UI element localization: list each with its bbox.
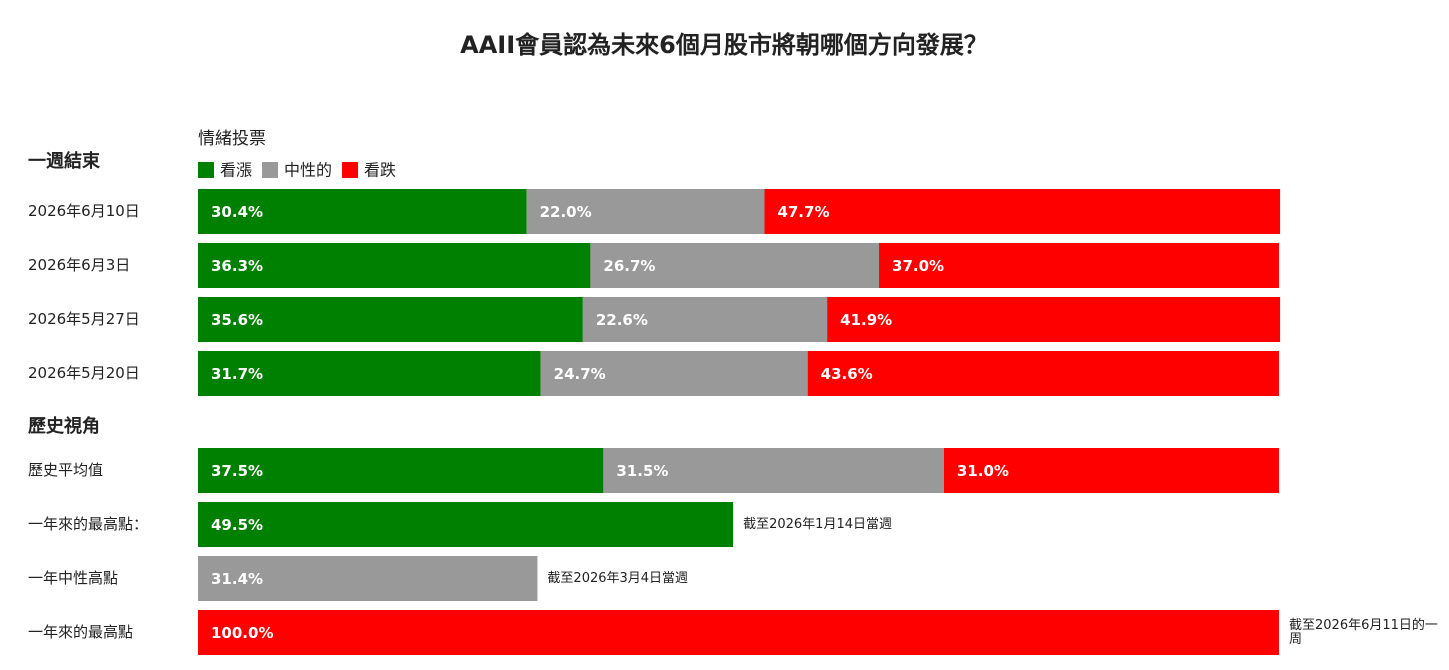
value-label: 37.5% <box>211 462 263 480</box>
value-label: 31.4% <box>211 570 263 588</box>
section-label: 一週結束 <box>28 150 101 172</box>
legend-swatch <box>262 162 279 178</box>
bar-segment <box>198 556 538 601</box>
bar-segment <box>827 297 1281 342</box>
bar-segment <box>198 610 1279 655</box>
value-label: 22.6% <box>596 311 648 329</box>
legend-swatch <box>198 162 214 178</box>
section-label: 歷史視角 <box>28 415 100 437</box>
row-label: 一年來的最高點： <box>28 515 148 533</box>
legend-title: 情緒投票 <box>198 129 266 149</box>
note: 截至2026年6月11日的一周 <box>1289 617 1438 647</box>
bar-segment <box>807 351 1279 396</box>
row-label: 2026年6月3日 <box>28 256 130 274</box>
bar-segment <box>879 243 1279 288</box>
value-label: 30.4% <box>211 203 263 221</box>
row-label: 一年中性高點 <box>28 569 118 587</box>
bar-segment <box>198 189 527 234</box>
value-label: 41.9% <box>840 311 892 329</box>
bar-segment <box>198 243 591 288</box>
bar-segment <box>590 243 880 288</box>
bar-segment <box>526 189 765 234</box>
bar-segment <box>198 351 541 396</box>
note: 截至2026年3月4日當週 <box>547 570 689 586</box>
bar-segment <box>198 502 734 547</box>
value-label: 36.3% <box>211 257 263 275</box>
legend-label: 看跌 <box>364 161 396 180</box>
value-label: 100.0% <box>211 624 273 642</box>
bar-segment <box>943 448 1279 493</box>
row-label: 2026年5月20日 <box>28 364 140 382</box>
row-label: 一年來的最高點 <box>28 623 133 641</box>
bar-segment <box>582 297 828 342</box>
value-label: 31.7% <box>211 365 263 383</box>
row-label: 歷史平均值 <box>28 461 103 479</box>
value-label: 49.5% <box>211 516 263 534</box>
legend-label: 中性的 <box>284 161 332 180</box>
value-label: 31.5% <box>616 462 668 480</box>
value-label: 37.0% <box>892 257 944 275</box>
value-label: 31.0% <box>957 462 1009 480</box>
value-label: 43.6% <box>821 365 873 383</box>
value-label: 47.7% <box>777 203 829 221</box>
bar-segment <box>198 448 604 493</box>
bar-segment <box>764 189 1281 234</box>
value-label: 22.0% <box>540 203 592 221</box>
bar-segment <box>603 448 944 493</box>
value-label: 26.7% <box>603 257 655 275</box>
bar-segment <box>198 297 583 342</box>
value-label: 35.6% <box>211 311 263 329</box>
legend-label: 看漲 <box>220 161 252 180</box>
bar-segment <box>540 351 808 396</box>
chart-title: AAII會員認為未來6個月股市將朝哪個方向發展？ <box>460 31 988 59</box>
note: 截至2026年1月14日當週 <box>743 516 892 532</box>
row-label: 2026年6月10日 <box>28 202 140 220</box>
value-label: 24.7% <box>554 365 606 383</box>
row-label: 2026年5月27日 <box>28 310 140 328</box>
legend-swatch <box>342 162 359 178</box>
